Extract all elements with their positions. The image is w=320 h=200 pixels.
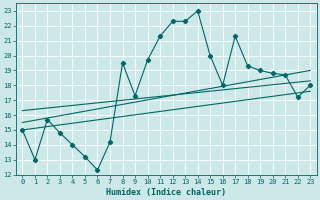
X-axis label: Humidex (Indice chaleur): Humidex (Indice chaleur)	[106, 188, 226, 197]
